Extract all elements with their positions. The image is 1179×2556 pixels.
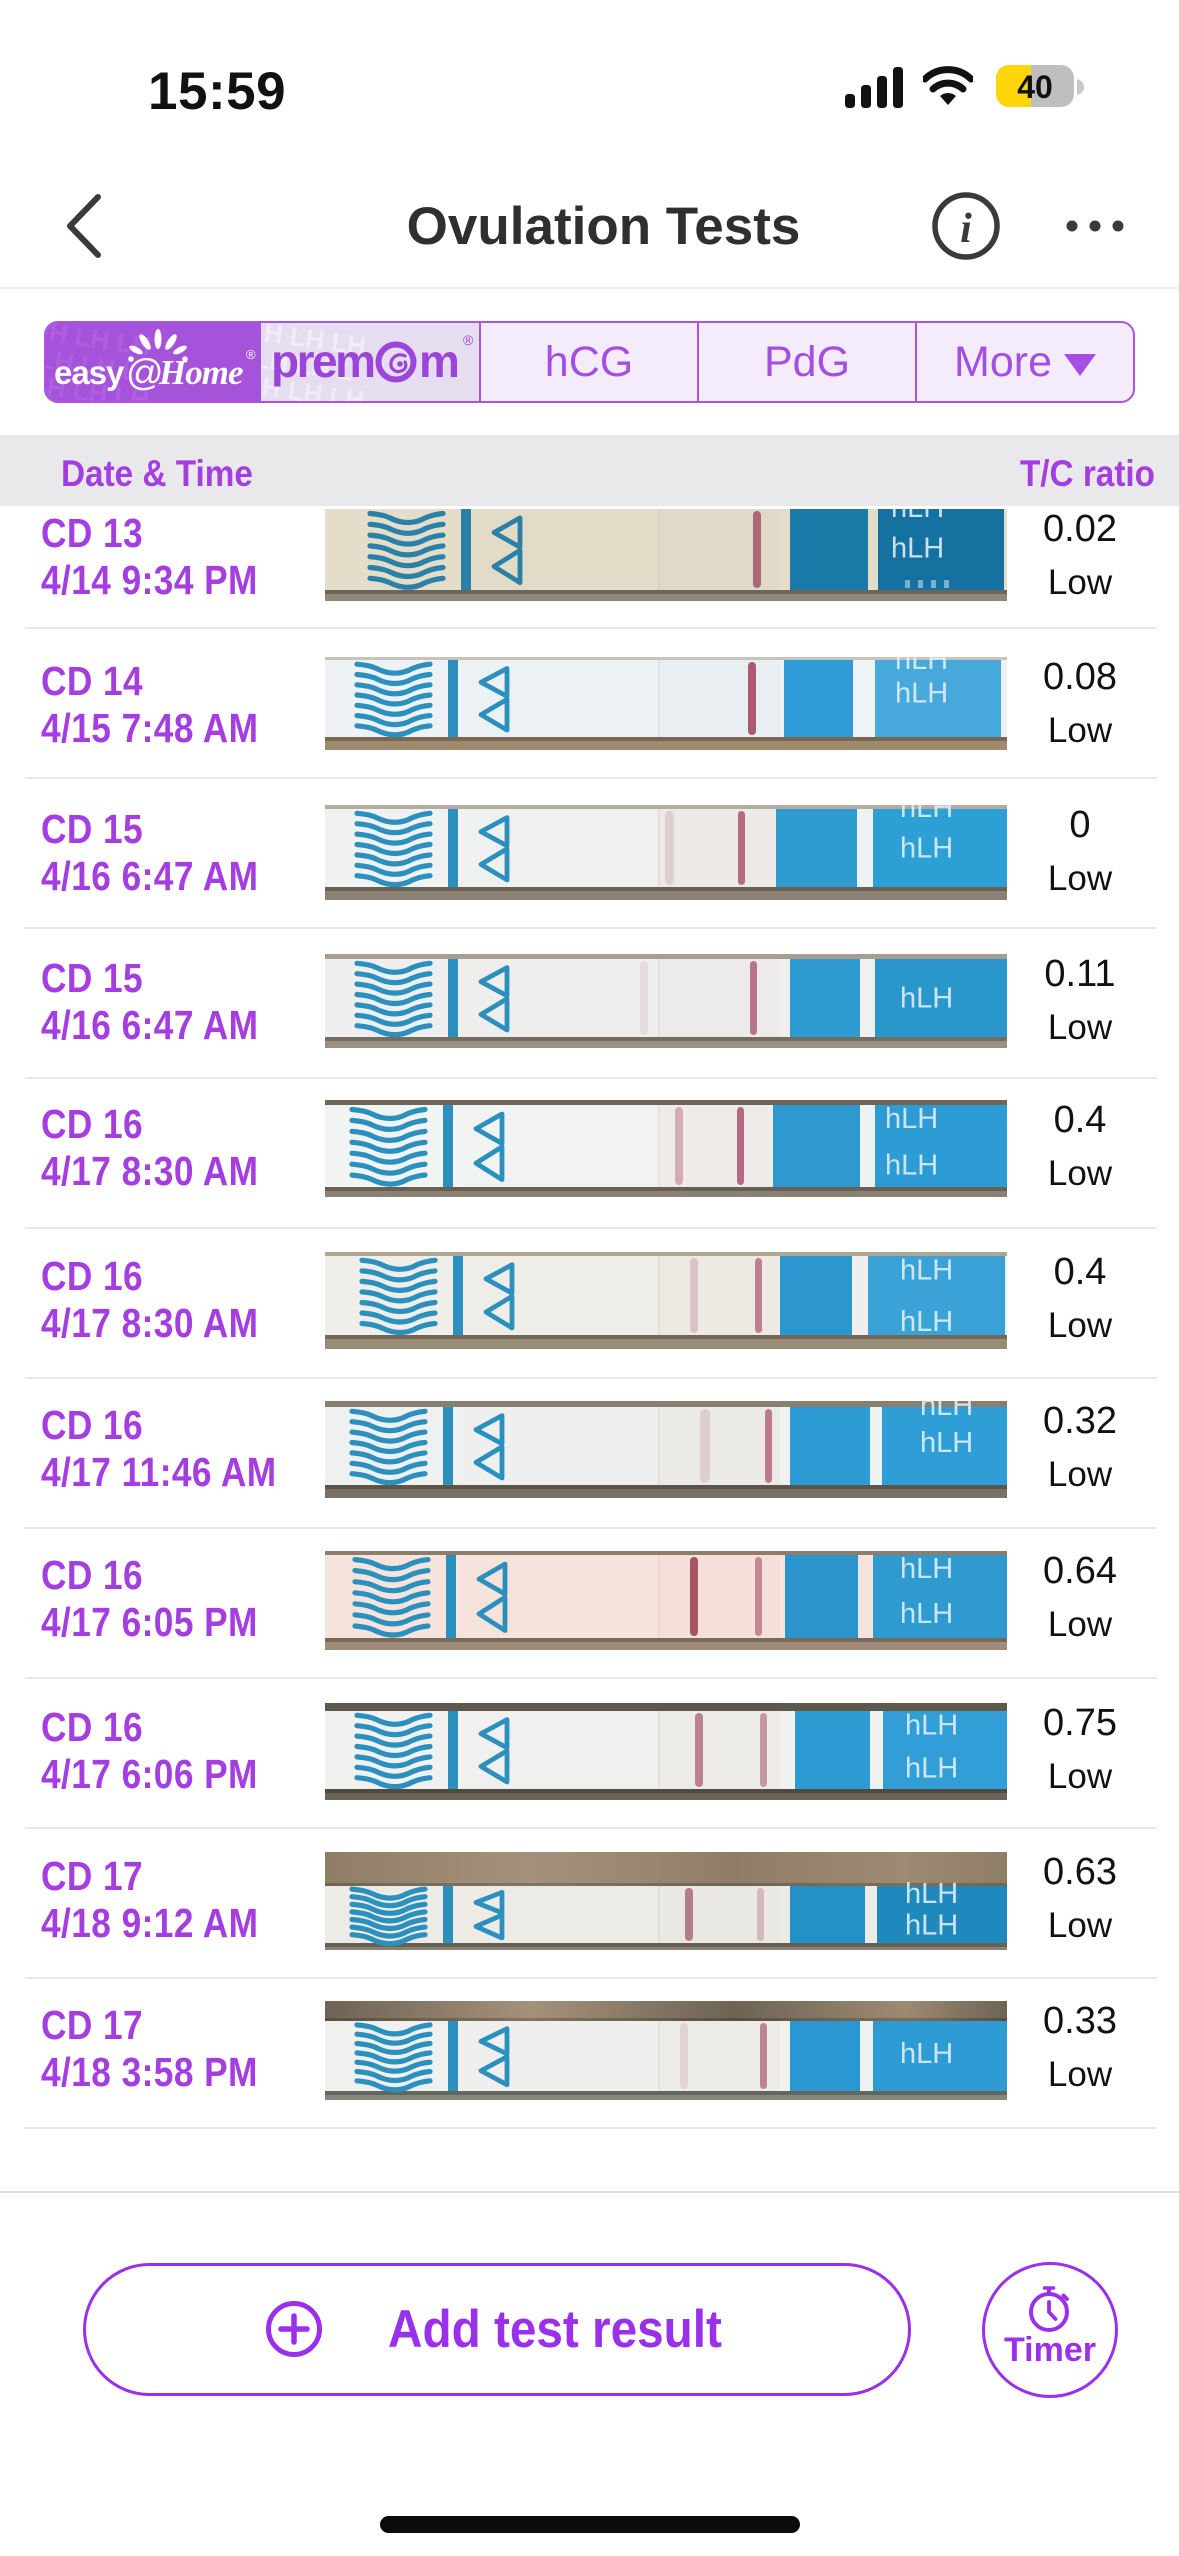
svg-text:hLH: hLH (900, 805, 953, 824)
svg-text:hLH: hLH (920, 1401, 973, 1422)
svg-text:Home: Home (158, 353, 243, 392)
svg-text:hLH: hLH (900, 982, 953, 1014)
svg-text:@: @ (126, 352, 164, 393)
svg-text:hLH: hLH (905, 1909, 958, 1941)
svg-text:hLH: hLH (891, 533, 944, 565)
svg-text:hLH: hLH (900, 1598, 953, 1630)
svg-text:hLH: hLH (885, 1150, 938, 1182)
svg-text:hLH: hLH (895, 677, 948, 709)
svg-text:hLH: hLH (905, 1878, 958, 1910)
svg-text:prem: prem (271, 335, 374, 387)
svg-text:hLH: hLH (905, 1709, 958, 1741)
svg-text:easy: easy (54, 354, 125, 391)
svg-text:hLH: hLH (905, 1752, 958, 1784)
svg-text:hLH: hLH (900, 832, 953, 864)
svg-text:®: ® (246, 347, 256, 362)
svg-text:hLH: hLH (885, 1103, 938, 1135)
svg-text:hLH: hLH (920, 1427, 973, 1459)
svg-text:hLH: hLH (900, 1553, 953, 1585)
svg-text:hLH: hLH (900, 2038, 953, 2070)
svg-text:hLH: hLH (900, 1255, 953, 1287)
svg-text:hLH: hLH (891, 509, 944, 524)
svg-text:hLH: hLH (895, 657, 948, 676)
svg-text:®: ® (463, 332, 474, 348)
svg-text:40: 40 (1017, 69, 1053, 105)
svg-text:hLH: hLH (900, 1306, 953, 1338)
svg-text:i: i (960, 206, 972, 252)
svg-text:m: m (419, 335, 458, 387)
